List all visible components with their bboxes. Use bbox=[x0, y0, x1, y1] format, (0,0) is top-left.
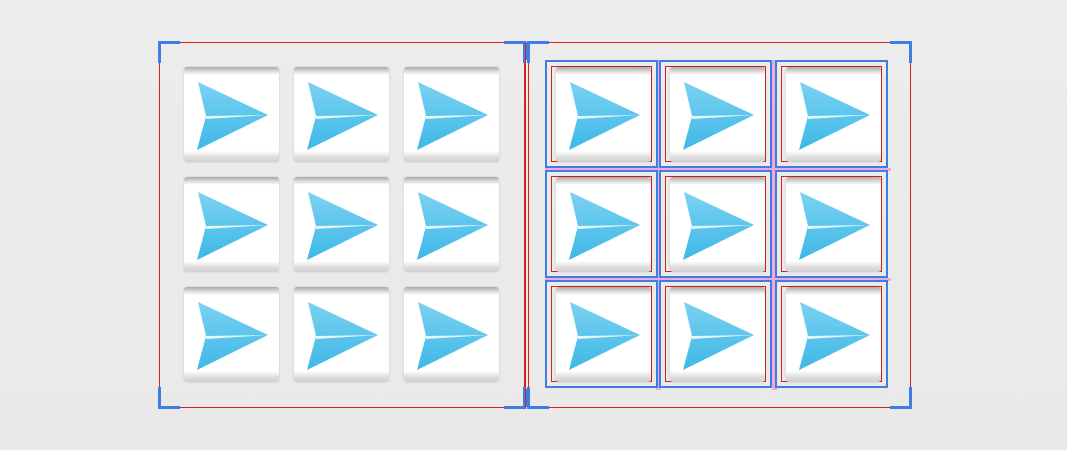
left-tile-r2-c1[interactable] bbox=[184, 177, 279, 272]
right-tile-r2-c2[interactable] bbox=[670, 177, 765, 272]
send-arrow-icon bbox=[197, 192, 268, 260]
left-tile-r3-c2[interactable] bbox=[294, 287, 389, 382]
send-arrow-icon bbox=[417, 302, 488, 370]
column-gap-1 bbox=[656, 60, 661, 390]
right-corner-handle-bl[interactable] bbox=[527, 387, 549, 409]
right-corner-handle-tl[interactable] bbox=[527, 41, 549, 63]
left-tile-r3-c3[interactable] bbox=[404, 287, 499, 382]
left-tile-r1-c1[interactable] bbox=[184, 67, 279, 162]
splitter-line bbox=[525, 42, 526, 408]
left-grid-outline bbox=[159, 42, 525, 408]
right-tile-r3-c3[interactable] bbox=[786, 287, 881, 382]
send-arrow-icon bbox=[307, 302, 378, 370]
right-tile-r1-c3[interactable] bbox=[786, 67, 881, 162]
send-arrow-icon bbox=[197, 302, 268, 370]
right-tile-r1-c2[interactable] bbox=[670, 67, 765, 162]
left-tile-r2-c2[interactable] bbox=[294, 177, 389, 272]
right-tile-r3-c1[interactable] bbox=[556, 287, 651, 382]
send-arrow-icon bbox=[683, 192, 754, 260]
left-grid-panel[interactable] bbox=[158, 41, 526, 409]
left-corner-handle-tl[interactable] bbox=[158, 41, 180, 63]
left-tile-r1-c3[interactable] bbox=[404, 67, 499, 162]
left-tile-r1-c2[interactable] bbox=[294, 67, 389, 162]
right-tile-r1-c1[interactable] bbox=[556, 67, 651, 162]
right-tile-r3-c2[interactable] bbox=[670, 287, 765, 382]
send-arrow-icon bbox=[569, 302, 640, 370]
column-gap-2 bbox=[772, 60, 777, 390]
right-tile-r2-c3[interactable] bbox=[786, 177, 881, 272]
send-arrow-icon bbox=[417, 192, 488, 260]
right-grid-panel[interactable] bbox=[527, 41, 912, 409]
row-gap-2 bbox=[545, 278, 891, 281]
row-gap-1 bbox=[545, 168, 891, 171]
right-tile-r2-c1[interactable] bbox=[556, 177, 651, 272]
right-grid-outline bbox=[528, 42, 911, 408]
send-arrow-icon bbox=[683, 82, 754, 150]
send-arrow-icon bbox=[683, 302, 754, 370]
left-corner-handle-bl[interactable] bbox=[158, 387, 180, 409]
left-tile-r3-c1[interactable] bbox=[184, 287, 279, 382]
send-arrow-icon bbox=[307, 192, 378, 260]
send-arrow-icon bbox=[569, 82, 640, 150]
left-tile-r2-c3[interactable] bbox=[404, 177, 499, 272]
send-arrow-icon bbox=[799, 192, 870, 260]
right-corner-handle-br[interactable] bbox=[890, 387, 912, 409]
send-arrow-icon bbox=[417, 82, 488, 150]
send-arrow-icon bbox=[799, 302, 870, 370]
send-arrow-icon bbox=[307, 82, 378, 150]
right-corner-handle-tr[interactable] bbox=[890, 41, 912, 63]
send-arrow-icon bbox=[569, 192, 640, 260]
send-arrow-icon bbox=[799, 82, 870, 150]
send-arrow-icon bbox=[197, 82, 268, 150]
